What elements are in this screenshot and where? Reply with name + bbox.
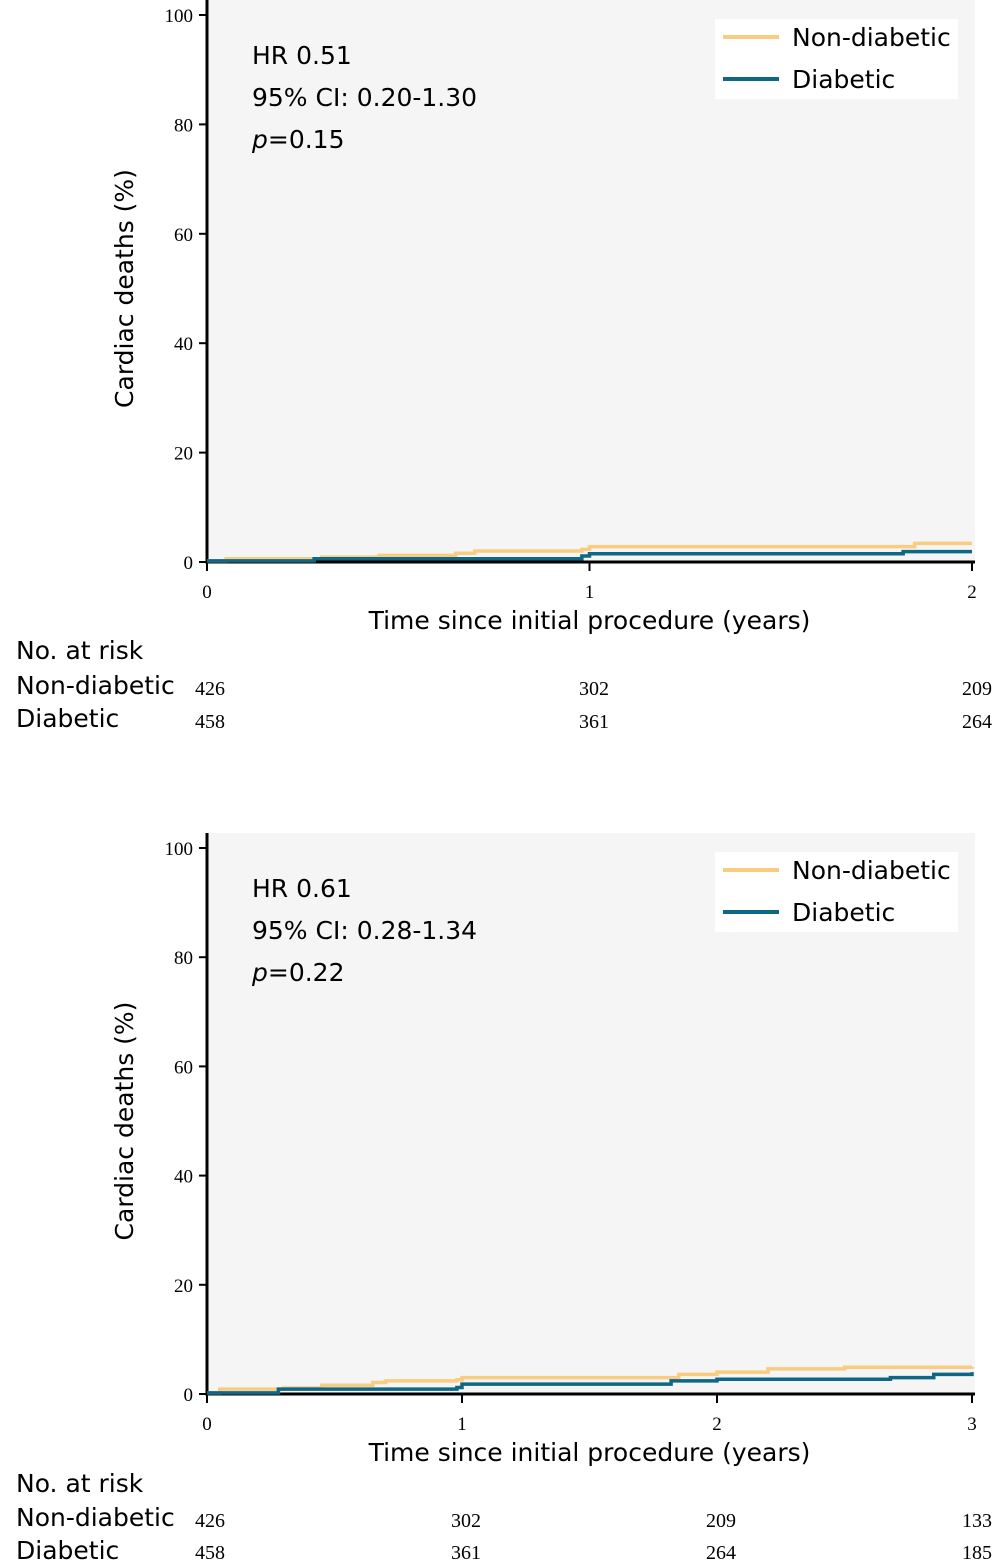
x-axis-label: Time since initial procedure (years): [368, 606, 811, 635]
y-tick-label: 40: [174, 1167, 193, 1188]
y-tick-label: 20: [174, 444, 193, 465]
y-axis-label: Cardiac deaths (%): [110, 1002, 139, 1241]
confidence-interval-text: 95% CI: 0.28-1.34: [252, 916, 477, 945]
x-tick-label: 2: [967, 582, 977, 603]
y-tick-label: 60: [174, 1057, 193, 1078]
risk-value: 361: [451, 1542, 481, 1564]
series-line-diabetic: [207, 1372, 974, 1395]
x-axis-label: Time since initial procedure (years): [368, 1438, 811, 1467]
risk-value: 264: [962, 711, 992, 733]
y-tick-label: 80: [174, 115, 193, 136]
legend-box: [715, 19, 958, 99]
p-symbol: p: [251, 958, 268, 987]
risk-row-label-non-diabetic: Non-diabetic: [16, 671, 175, 700]
y-tick-label: 100: [165, 6, 194, 27]
y-tick-label: 0: [184, 553, 194, 574]
risk-table-title: No. at risk: [16, 1469, 144, 1498]
legend-label-diabetic: Diabetic: [792, 898, 895, 927]
risk-row-label-diabetic: Diabetic: [16, 704, 120, 733]
legend-box: [715, 852, 958, 932]
risk-value: 185: [962, 1542, 992, 1564]
risk-value: 302: [579, 678, 609, 700]
risk-value: 302: [451, 1510, 481, 1532]
km-chart-panel-2: 0 20 40 60 80 100 0 1 2 3 Time since initial proce…: [0, 830, 1007, 1567]
x-tick-label: 2: [712, 1414, 722, 1435]
y-tick-label: 20: [174, 1276, 193, 1297]
p-value: =0.22: [268, 958, 345, 987]
risk-value: 209: [962, 678, 992, 700]
confidence-interval-text: 95% CI: 0.20-1.30: [252, 83, 477, 112]
y-tick-label: 40: [174, 334, 193, 355]
km-chart-1: 0 20 40 60 80 100 0 1 2 Time since initial proced…: [110, 0, 977, 635]
hazard-ratio-text: HR 0.61: [252, 874, 352, 903]
p-value-text: p=0.22: [251, 958, 345, 987]
p-value-text: p=0.15: [251, 125, 345, 154]
risk-row-label-diabetic: Diabetic: [16, 1536, 120, 1565]
x-tick-label: 3: [967, 1414, 977, 1435]
series-line-diabetic: [207, 549, 972, 563]
risk-value: 361: [579, 711, 609, 733]
risk-value: 458: [195, 1542, 225, 1564]
y-tick-label: 0: [184, 1385, 194, 1406]
risk-value: 426: [195, 1510, 225, 1532]
risk-value: 264: [706, 1542, 736, 1564]
km-chart-2: 0 20 40 60 80 100 0 1 2 3 Time since initial proce…: [110, 833, 977, 1467]
km-chart-panel-1: 0 20 40 60 80 100 0 1 2 Time since initial proced…: [0, 0, 1007, 780]
y-tick-label: 100: [165, 839, 194, 860]
risk-table-title: No. at risk: [16, 636, 144, 665]
legend-label-non-diabetic: Non-diabetic: [792, 23, 951, 52]
risk-value: 458: [195, 711, 225, 733]
risk-row-label-non-diabetic: Non-diabetic: [16, 1503, 175, 1532]
y-axis-label: Cardiac deaths (%): [110, 169, 139, 408]
x-tick-label: 0: [202, 1414, 212, 1435]
x-tick-label: 1: [585, 582, 595, 603]
legend-label-non-diabetic: Non-diabetic: [792, 856, 951, 885]
p-value: =0.15: [268, 125, 345, 154]
risk-value: 426: [195, 678, 225, 700]
legend-label-diabetic: Diabetic: [792, 65, 895, 94]
y-tick-label: 60: [174, 225, 193, 246]
risk-value: 133: [962, 1510, 992, 1532]
x-tick-label: 0: [202, 582, 212, 603]
x-tick-label: 1: [457, 1414, 467, 1435]
hazard-ratio-text: HR 0.51: [252, 41, 352, 70]
y-tick-label: 80: [174, 948, 193, 969]
risk-value: 209: [706, 1510, 736, 1532]
p-symbol: p: [251, 125, 268, 154]
